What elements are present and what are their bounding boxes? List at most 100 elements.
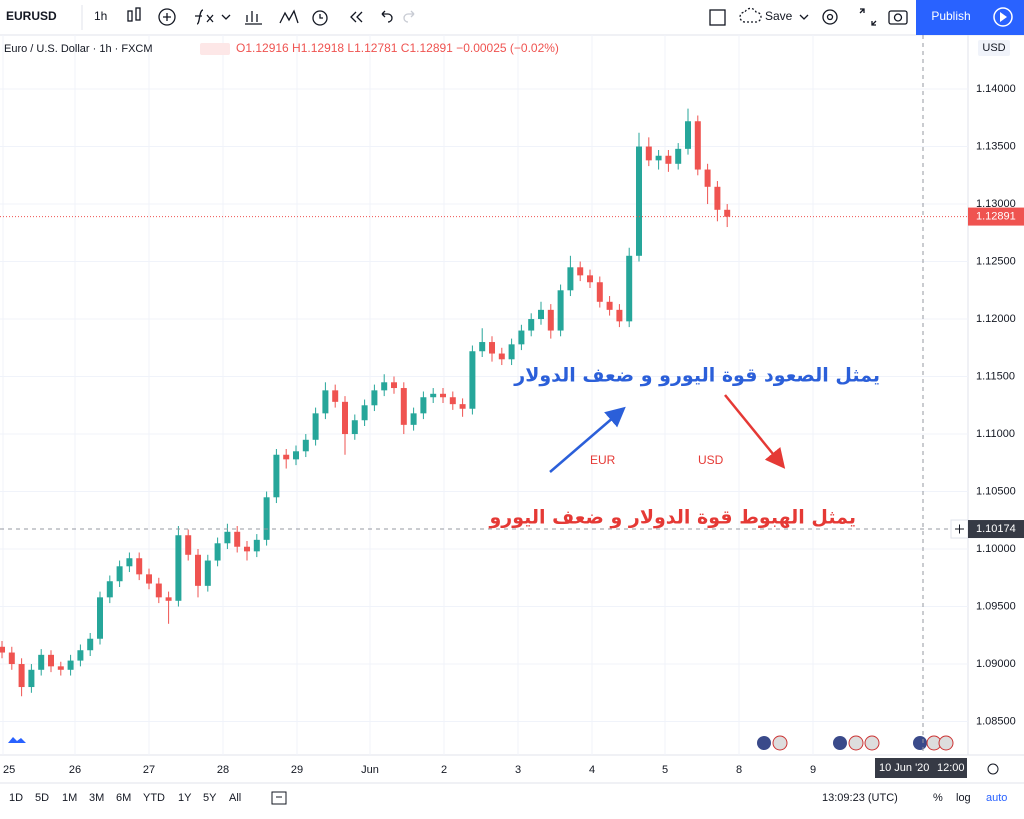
range-button[interactable]: 6M: [116, 792, 131, 804]
candle-body: [175, 535, 182, 601]
candle-body: [214, 543, 221, 561]
candle-body: [185, 535, 192, 555]
candle-body: [489, 342, 495, 354]
play-icon: [993, 7, 1013, 27]
candle-body: [498, 353, 505, 360]
up-arrow: [549, 406, 626, 473]
candle-body: [528, 319, 535, 331]
candle-body: [675, 148, 682, 164]
crosshair-time: 12:00: [937, 762, 965, 774]
price-tick-label: 1.12500: [976, 255, 1016, 267]
range-button[interactable]: 5Y: [203, 792, 217, 804]
candle-body: [410, 413, 417, 425]
publish-label: Publish: [931, 9, 970, 23]
crosshair-price-tag: [968, 520, 1024, 539]
date-tick-label: 26: [69, 764, 81, 776]
symbol[interactable]: EURUSD: [6, 9, 57, 23]
candle-body: [204, 560, 211, 586]
candle-body: [596, 282, 603, 302]
date-tick-label: Jun: [361, 764, 379, 776]
price-tick-label: 1.14000: [976, 83, 1016, 95]
candle-body: [342, 401, 348, 435]
candle-body: [106, 581, 113, 598]
range-button[interactable]: 3M: [89, 792, 104, 804]
candle-body: [645, 146, 652, 161]
grid: [0, 35, 968, 755]
candle-body: [234, 531, 241, 547]
fall-annotation: يمثل الهبوط قوة الدولار و ضعف اليورو: [488, 507, 856, 529]
candle-body: [48, 654, 54, 667]
eur-label: EUR: [590, 453, 616, 467]
candle-body: [430, 393, 437, 398]
tv-logo[interactable]: [8, 737, 26, 743]
auto-toggle[interactable]: auto: [986, 792, 1007, 804]
price-tick-label: 1.10500: [976, 485, 1016, 497]
date-tick-label: 8: [736, 764, 742, 776]
candle-body: [704, 169, 711, 187]
range-button[interactable]: 1Y: [178, 792, 192, 804]
date-tick-label: 29: [291, 764, 303, 776]
candle-body: [273, 454, 280, 498]
percent-toggle[interactable]: %: [933, 792, 943, 804]
range-button[interactable]: 5D: [35, 792, 49, 804]
candle-body: [557, 290, 564, 331]
candle-body: [636, 146, 642, 256]
candle-body: [165, 597, 172, 601]
crosshair-plus: [955, 524, 964, 534]
range-button[interactable]: 1M: [62, 792, 77, 804]
date-tick-label: 27: [143, 764, 155, 776]
date-tick-label: 2: [441, 764, 447, 776]
candle-body: [391, 382, 397, 389]
candle-body: [126, 558, 133, 567]
toolbar: [0, 0, 1024, 35]
legend-title: Euro / U.S. Dollar · 1h · FXCM: [4, 43, 153, 55]
price-tick-label: 1.13500: [976, 140, 1016, 152]
candle-body: [244, 546, 250, 552]
legend-badge: [200, 43, 230, 55]
candle-body: [577, 267, 584, 276]
date-tick-label: 5: [662, 764, 668, 776]
log-toggle[interactable]: log: [956, 792, 971, 804]
candle-body: [479, 342, 486, 352]
candle-body: [97, 597, 103, 639]
candle-body: [146, 574, 152, 584]
save-button[interactable]: Save: [765, 9, 793, 23]
currency-badge: [978, 40, 1010, 56]
candle-body: [77, 650, 84, 661]
toolbar-icons[interactable]: [127, 7, 908, 26]
candle-body: [18, 664, 25, 688]
settings-icon[interactable]: [987, 763, 999, 775]
candle-body: [400, 388, 407, 425]
last-price-tag: [968, 207, 1024, 226]
last-price-label: 1.12891: [976, 210, 1016, 222]
date-range-icon[interactable]: [271, 791, 287, 805]
range-button[interactable]: 1D: [9, 792, 23, 804]
candle-body: [8, 652, 15, 665]
price-tick-label: 1.09000: [976, 658, 1016, 670]
candle-body: [322, 390, 329, 414]
price-tick-label: 1.09500: [976, 600, 1016, 612]
event-icons: [757, 735, 954, 751]
candle-body: [38, 654, 45, 670]
interval[interactable]: 1h: [94, 9, 107, 23]
candle-body: [263, 497, 270, 540]
legend-ohlc: O1.12916 H1.12918 L1.12781 C1.12891 −0.0…: [236, 41, 559, 55]
candle-body: [449, 397, 456, 405]
candle-body: [694, 121, 701, 170]
currency: USD: [982, 42, 1005, 54]
candle-body: [459, 404, 466, 409]
range-button[interactable]: All: [229, 792, 241, 804]
candle-body: [724, 209, 731, 217]
candle-body: [312, 413, 319, 440]
candle-body: [547, 309, 554, 331]
crosshair-price-label: 1.10174: [976, 523, 1016, 535]
candle-body: [361, 405, 368, 421]
candle-body: [195, 554, 201, 586]
play-triangle: [1000, 12, 1007, 22]
range-button[interactable]: YTD: [143, 792, 165, 804]
price-tick-label: 1.11000: [976, 428, 1015, 440]
candle-body: [587, 275, 593, 283]
candle-body: [685, 121, 691, 149]
publish-button[interactable]: [916, 0, 987, 35]
candle-body: [283, 454, 290, 460]
